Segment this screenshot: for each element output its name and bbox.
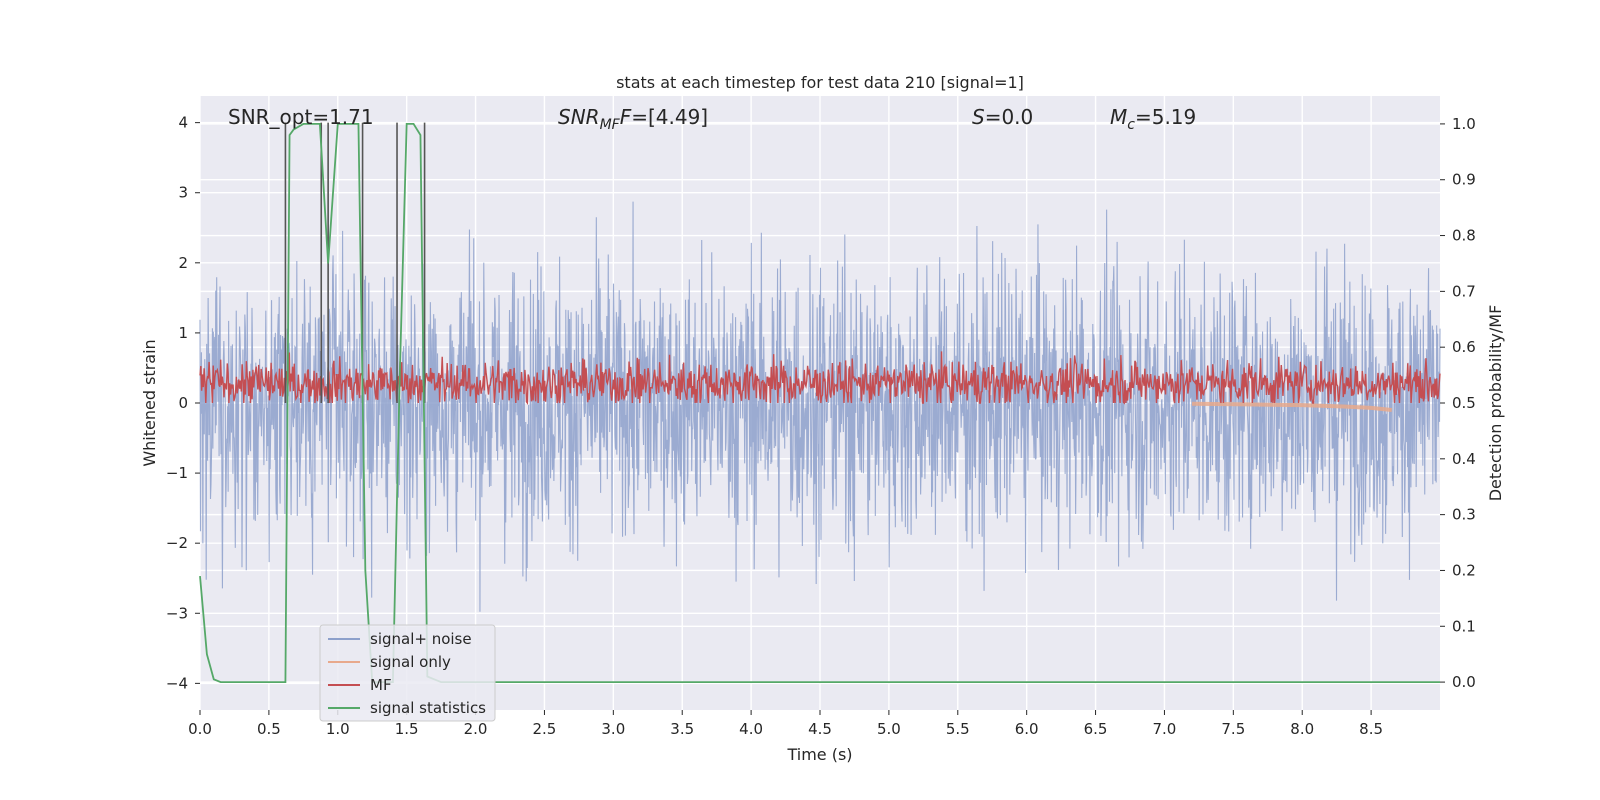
y-right-tick-label: 0.9 [1452,171,1476,189]
legend-label-signal-only: signal only [370,653,451,671]
y-right-tick-label: 0.0 [1452,673,1476,691]
y-left-tick-label: 0 [178,394,188,412]
x-tick-label: 4.0 [739,720,763,738]
y-right-tick-label: 0.8 [1452,227,1476,245]
x-tick-label: 1.5 [395,720,419,738]
x-axis-label: Time (s) [786,745,852,764]
x-tick-label: 6.0 [1015,720,1039,738]
x-tick-label: 3.0 [601,720,625,738]
legend-box [319,624,496,722]
x-tick-label: 7.5 [1221,720,1245,738]
x-axis: 0.0 0.5 1.0 1.5 2.0 2.5 3.0 3.5 4.0 4.5 5.0 5.5 6.0 6… [188,710,1383,738]
x-tick-label: 5.0 [877,720,901,738]
x-tick-label: 5.5 [946,720,970,738]
series-signal-noise [199,201,1441,612]
x-tick-label: 8.0 [1290,720,1314,738]
x-tick-label: 0.0 [188,720,212,738]
y-left-tick-label: −2 [166,534,188,552]
y-left-tick-label: 3 [178,184,188,202]
annotation-mc: Mc=5.19 [1110,105,1196,133]
x-tick-label: 4.5 [808,720,832,738]
chart-title: stats at each timestep for test data 210… [616,73,1024,92]
y-right-tick-label: 0.4 [1452,450,1476,468]
y-right-tick-label: 0.5 [1452,394,1476,412]
x-tick-label: 3.5 [670,720,694,738]
y-left-tick-label: 4 [178,114,188,132]
y-right-tick-label: 1.0 [1452,115,1476,133]
y-right-tick-label: 0.2 [1452,561,1476,579]
x-tick-label: 1.0 [326,720,350,738]
legend-label-mf: MF [370,676,392,694]
series-mf [199,351,1441,405]
y-axis-right: 1.0 0.9 0.8 0.7 0.6 0.5 0.4 0.3 0.2 0.1 0.0 [1440,115,1476,691]
y-right-tick-label: 0.6 [1452,338,1476,356]
y-left-tick-label: −4 [166,674,188,692]
x-tick-label: 2.5 [533,720,557,738]
y-right-tick-label: 0.3 [1452,506,1476,524]
y-left-tick-label: −1 [166,464,188,482]
y-left-tick-label: −3 [166,604,188,622]
legend: signal+ noise signal only MF signal stat… [319,624,496,722]
y-left-tick-label: 1 [178,324,188,342]
y-axis-left-label: Whitened strain [140,339,159,466]
y-right-tick-label: 0.1 [1452,617,1476,635]
x-tick-label: 2.0 [464,720,488,738]
x-tick-label: 0.5 [257,720,281,738]
y-right-tick-label: 0.7 [1452,282,1476,300]
y-left-tick-label: 2 [178,254,188,272]
annotations: SNR_opt=1.71 SNRMFF=[4.49] S=0.0 Mc=5.19 [228,105,1196,133]
x-tick-label: 7.0 [1153,720,1177,738]
legend-label-signal-statistics: signal statistics [370,699,486,717]
x-tick-label: 8.5 [1359,720,1383,738]
y-axis-right-label: Detection probability/MF [1486,305,1505,502]
y-axis-left: 4 3 2 1 0 −1 −2 −3 −4 [166,114,200,692]
x-tick-label: 6.5 [1084,720,1108,738]
legend-label-signal-noise: signal+ noise [370,630,472,648]
annotation-snr-mf: SNRMFF=[4.49] [558,105,708,133]
series-signal-only [1191,401,1392,412]
annotation-snr-opt: SNR_opt=1.71 [228,105,374,129]
annotation-s: S=0.0 [972,105,1033,129]
